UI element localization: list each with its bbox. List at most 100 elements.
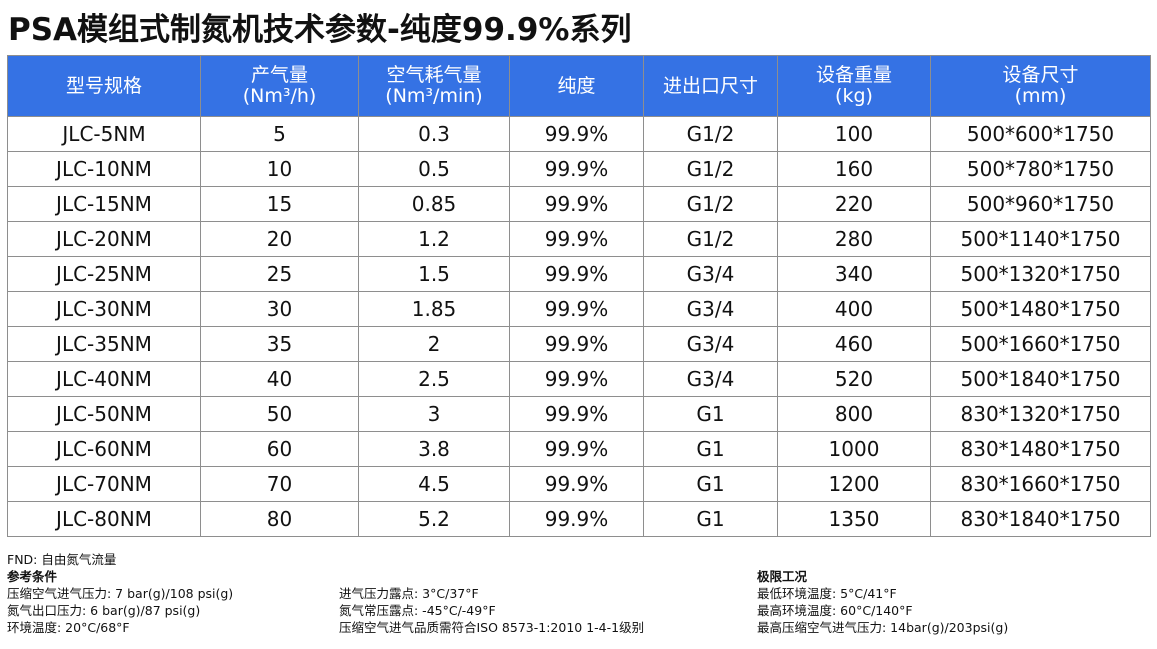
- air-consumption-cell: 2: [358, 326, 510, 362]
- page-title: PSA模组式制氮机技术参数-纯度99.9%系列: [8, 12, 632, 48]
- table-header-row: 型号规格 产气量 (Nm³/h) 空气耗气量 (Nm³/min) 纯度 进出口尺寸 …: [7, 55, 1151, 117]
- purity-cell: 99.9%: [509, 291, 644, 327]
- weight-cell: 340: [777, 256, 931, 292]
- output-cell: 25: [200, 256, 359, 292]
- model-cell: JLC-60NM: [7, 431, 201, 467]
- dimensions-cell: 500*1660*1750: [930, 326, 1151, 362]
- purity-cell: 99.9%: [509, 396, 644, 432]
- notes-right: 极限工况 最低环境温度: 5°C/41°F 最高环境温度: 60°C/140°F…: [757, 568, 1008, 636]
- model-cell: JLC-80NM: [7, 501, 201, 537]
- output-cell: 60: [200, 431, 359, 467]
- table-row: JLC-40NM 40 2.5 99.9% G3/4 520 500*1840*1750: [7, 361, 1151, 397]
- dimensions-cell: 830*1660*1750: [930, 466, 1151, 502]
- weight-cell: 800: [777, 396, 931, 432]
- dimensions-cell: 500*1480*1750: [930, 291, 1151, 327]
- table-row: JLC-10NM 10 0.5 99.9% G1/2 160 500*780*1750: [7, 151, 1151, 187]
- port-size-cell: G3/4: [643, 361, 778, 397]
- port-size-cell: G1/2: [643, 221, 778, 257]
- table-row: JLC-50NM 50 3 99.9% G1 800 830*1320*1750: [7, 396, 1151, 432]
- weight-cell: 1350: [777, 501, 931, 537]
- port-size-cell: G1: [643, 466, 778, 502]
- model-cell: JLC-35NM: [7, 326, 201, 362]
- air-consumption-cell: 2.5: [358, 361, 510, 397]
- weight-cell: 220: [777, 186, 931, 222]
- reference-condition: 进气压力露点: 3°C/37°F: [339, 586, 479, 601]
- dimensions-cell: 500*780*1750: [930, 151, 1151, 187]
- air-consumption-cell: 1.85: [358, 291, 510, 327]
- dimensions-cell: 830*1320*1750: [930, 396, 1151, 432]
- fnd-note: FND: 自由氮气流量: [7, 552, 117, 567]
- port-size-cell: G1: [643, 396, 778, 432]
- table-row: JLC-20NM 20 1.2 99.9% G1/2 280 500*1140*1750: [7, 221, 1151, 257]
- dimensions-cell: 500*1320*1750: [930, 256, 1151, 292]
- purity-cell: 99.9%: [509, 151, 644, 187]
- output-cell: 50: [200, 396, 359, 432]
- model-cell: JLC-10NM: [7, 151, 201, 187]
- reference-condition: 环境温度: 20°C/68°F: [7, 620, 130, 635]
- output-cell: 30: [200, 291, 359, 327]
- notes-left: FND: 自由氮气流量 参考条件 压缩空气进气压力: 7 bar(g)/108 …: [7, 551, 233, 636]
- air-consumption-cell: 1.5: [358, 256, 510, 292]
- reference-condition: 氮气常压露点: -45°C/-49°F: [339, 603, 496, 618]
- table-row: JLC-25NM 25 1.5 99.9% G3/4 340 500*1320*1750: [7, 256, 1151, 292]
- air-consumption-cell: 1.2: [358, 221, 510, 257]
- table-row: JLC-15NM 15 0.85 99.9% G1/2 220 500*960*1750: [7, 186, 1151, 222]
- weight-cell: 520: [777, 361, 931, 397]
- limit-condition: 最高压缩空气进气压力: 14bar(g)/203psi(g): [757, 620, 1009, 635]
- notes-middle: 进气压力露点: 3°C/37°F 氮气常压露点: -45°C/-49°F 压缩空…: [339, 585, 644, 636]
- dimensions-cell: 500*1140*1750: [930, 221, 1151, 257]
- reference-condition: 氮气出口压力: 6 bar(g)/87 psi(g): [7, 603, 201, 618]
- weight-cell: 280: [777, 221, 931, 257]
- weight-cell: 400: [777, 291, 931, 327]
- table-row: JLC-70NM 70 4.5 99.9% G1 1200 830*1660*1750: [7, 466, 1151, 502]
- reference-condition: 压缩空气进气压力: 7 bar(g)/108 psi(g): [7, 586, 234, 601]
- header-model: 型号规格: [7, 55, 201, 117]
- limit-conditions-title: 极限工况: [757, 569, 808, 584]
- table-row: JLC-30NM 30 1.85 99.9% G3/4 400 500*1480*1750: [7, 291, 1151, 327]
- model-cell: JLC-25NM: [7, 256, 201, 292]
- reference-condition: 压缩空气进气品质需符合ISO 8573-1:2010 1-4-1级别: [339, 620, 645, 635]
- purity-cell: 99.9%: [509, 186, 644, 222]
- output-cell: 10: [200, 151, 359, 187]
- air-consumption-cell: 4.5: [358, 466, 510, 502]
- dimensions-cell: 830*1480*1750: [930, 431, 1151, 467]
- port-size-cell: G1/2: [643, 116, 778, 152]
- model-cell: JLC-20NM: [7, 221, 201, 257]
- header-air-consumption: 空气耗气量 (Nm³/min): [358, 55, 510, 117]
- weight-cell: 460: [777, 326, 931, 362]
- model-cell: JLC-70NM: [7, 466, 201, 502]
- port-size-cell: G3/4: [643, 291, 778, 327]
- air-consumption-cell: 0.3: [358, 116, 510, 152]
- output-cell: 70: [200, 466, 359, 502]
- purity-cell: 99.9%: [509, 326, 644, 362]
- table-row: JLC-35NM 35 2 99.9% G3/4 460 500*1660*1750: [7, 326, 1151, 362]
- port-size-cell: G1: [643, 501, 778, 537]
- air-consumption-cell: 0.5: [358, 151, 510, 187]
- limit-condition: 最低环境温度: 5°C/41°F: [757, 586, 897, 601]
- weight-cell: 160: [777, 151, 931, 187]
- model-cell: JLC-50NM: [7, 396, 201, 432]
- header-purity: 纯度: [509, 55, 644, 117]
- weight-cell: 100: [777, 116, 931, 152]
- dimensions-cell: 500*960*1750: [930, 186, 1151, 222]
- air-consumption-cell: 5.2: [358, 501, 510, 537]
- model-cell: JLC-40NM: [7, 361, 201, 397]
- limit-condition: 最高环境温度: 60°C/140°F: [757, 603, 913, 618]
- table-row: JLC-5NM 5 0.3 99.9% G1/2 100 500*600*1750: [7, 116, 1151, 152]
- weight-cell: 1000: [777, 431, 931, 467]
- output-cell: 15: [200, 186, 359, 222]
- dimensions-cell: 500*1840*1750: [930, 361, 1151, 397]
- air-consumption-cell: 0.85: [358, 186, 510, 222]
- output-cell: 40: [200, 361, 359, 397]
- table-row: JLC-60NM 60 3.8 99.9% G1 1000 830*1480*1750: [7, 431, 1151, 467]
- header-output: 产气量 (Nm³/h): [200, 55, 359, 117]
- purity-cell: 99.9%: [509, 431, 644, 467]
- model-cell: JLC-5NM: [7, 116, 201, 152]
- purity-cell: 99.9%: [509, 256, 644, 292]
- header-port-size: 进出口尺寸: [643, 55, 778, 117]
- output-cell: 80: [200, 501, 359, 537]
- port-size-cell: G3/4: [643, 256, 778, 292]
- purity-cell: 99.9%: [509, 221, 644, 257]
- purity-cell: 99.9%: [509, 466, 644, 502]
- output-cell: 5: [200, 116, 359, 152]
